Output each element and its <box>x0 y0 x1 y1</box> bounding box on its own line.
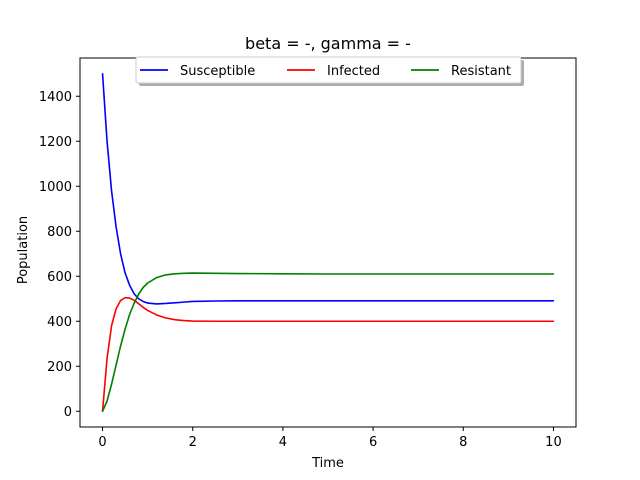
y-tick-label: 1200 <box>39 135 72 150</box>
y-tick-label: 1400 <box>39 90 72 105</box>
x-tick-label: 4 <box>279 435 287 450</box>
y-tick-label: 800 <box>47 225 72 240</box>
series-line-susceptible <box>101 72 555 305</box>
legend-label-resistant: Resistant <box>451 64 511 79</box>
x-tick-label: 0 <box>98 435 106 450</box>
y-axis-label: Population <box>16 216 31 284</box>
legend: Susceptible Infected Resistant <box>135 56 524 86</box>
plot-area: 0 2 4 6 8 10 0 200 400 600 800 1000 1200 1400 <box>39 57 577 450</box>
legend-box <box>135 56 522 84</box>
x-tick-label: 8 <box>459 435 467 450</box>
x-axis-label: Time <box>311 456 344 471</box>
x-tick-label: 10 <box>545 435 562 450</box>
y-tick-label: 600 <box>47 270 72 285</box>
x-tick-label: 2 <box>189 435 197 450</box>
legend-label-infected: Infected <box>327 64 380 79</box>
legend-label-susceptible: Susceptible <box>180 64 255 79</box>
chart-title: beta = -, gamma = - <box>245 34 411 53</box>
y-tick-label: 0 <box>64 405 72 420</box>
x-tick-label: 6 <box>369 435 377 450</box>
series-line-infected <box>101 296 555 413</box>
y-tick-label: 200 <box>47 360 72 375</box>
y-tick-label: 1000 <box>39 180 72 195</box>
series-line-resistant <box>101 272 555 413</box>
y-tick-label: 400 <box>47 315 72 330</box>
